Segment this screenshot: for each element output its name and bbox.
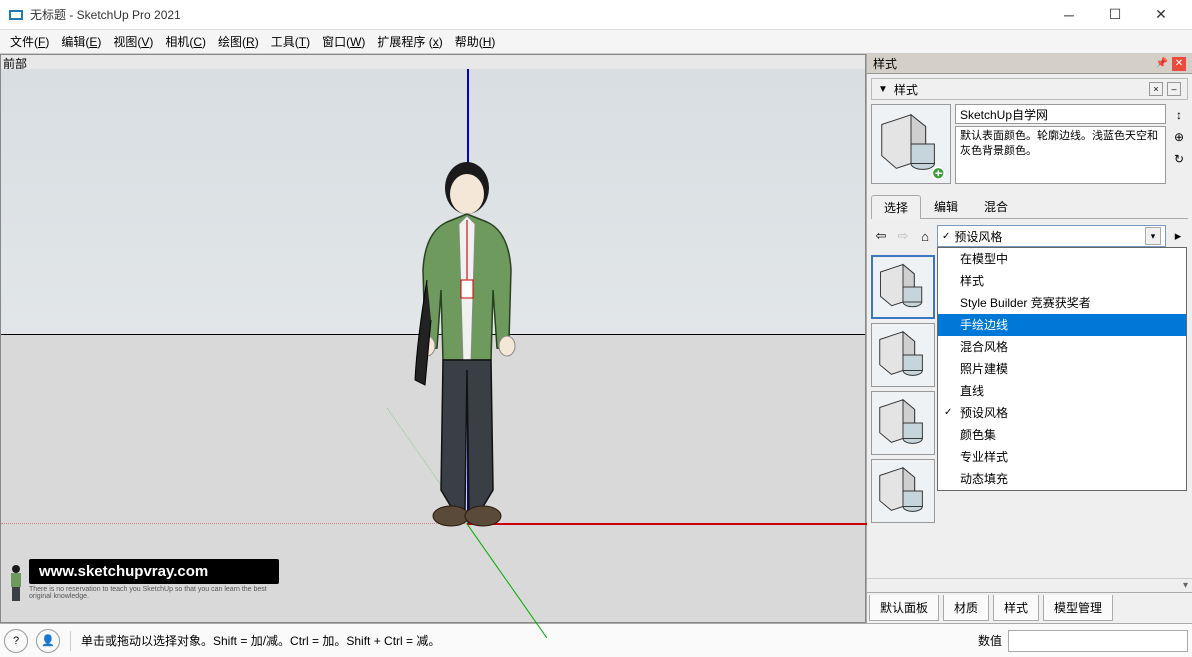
dropdown-item[interactable]: 手绘边线 xyxy=(938,314,1186,336)
value-input[interactable] xyxy=(1008,630,1188,652)
style-description[interactable]: 默认表面颜色。轮廓边线。浅蓝色天空和灰色背景颜色。 xyxy=(955,126,1166,184)
dropdown-item-label: 预设风格 xyxy=(960,406,1008,420)
panel-tabs: 选择 编辑 混合 xyxy=(871,194,1188,219)
chevron-down-icon[interactable]: ▾ xyxy=(1145,227,1161,245)
dropdown-item-label: 手绘边线 xyxy=(960,318,1008,332)
viewport[interactable]: 前部 www.sketchupvray.com xyxy=(0,54,866,623)
dropdown-item-label: 专业样式 xyxy=(960,450,1008,464)
style-thumbnail[interactable] xyxy=(871,255,935,319)
dropdown-item[interactable]: 动态填充 xyxy=(938,468,1186,490)
menubar: 文件(F) 编辑(E) 视图(V) 相机(C) 绘图(R) 工具(T) 窗口(W… xyxy=(0,30,1192,54)
main-area: 前部 www.sketchupvray.com xyxy=(0,54,1192,623)
dropdown-item-label: 样式 xyxy=(960,274,984,288)
maximize-button[interactable]: ☐ xyxy=(1092,0,1138,30)
tab-mix[interactable]: 混合 xyxy=(971,194,1021,218)
dropdown-item-label: 动态填充 xyxy=(960,472,1008,486)
refresh-style-icon[interactable]: ↻ xyxy=(1170,150,1188,168)
tray-tab-model[interactable]: 模型管理 xyxy=(1043,595,1113,621)
pin-icon[interactable]: 📌 xyxy=(1156,58,1168,69)
dropdown-item-label: Style Builder 竞赛获奖者 xyxy=(960,296,1091,310)
new-style-icon[interactable]: ⊕ xyxy=(1170,128,1188,146)
panel-section-title: 样式 xyxy=(894,81,918,98)
menu-file[interactable]: 文件(F) xyxy=(4,31,55,52)
style-thumbnail[interactable] xyxy=(871,323,935,387)
menu-view[interactable]: 视图(V) xyxy=(107,31,159,52)
menu-tools[interactable]: 工具(T) xyxy=(265,31,316,52)
dropdown-item-label: 混合风格 xyxy=(960,340,1008,354)
menu-extensions[interactable]: 扩展程序 (x) xyxy=(371,31,448,52)
menu-camera[interactable]: 相机(C) xyxy=(159,31,212,52)
scroll-down-icon[interactable]: ▾ xyxy=(1183,580,1188,591)
titlebar: 无标题 - SketchUp Pro 2021 ─ ☐ ✕ xyxy=(0,0,1192,30)
style-nav-row: ⇦ ⇨ ⌂ ✓ 预设风格 ▾ 在模型中样式Style Builder 竞赛获奖者… xyxy=(871,225,1188,247)
geo-icon[interactable]: 👤 xyxy=(36,629,60,653)
dropdown-item[interactable]: 直线 xyxy=(938,380,1186,402)
tray-tabs: 默认面板 材质 样式 模型管理 xyxy=(867,592,1192,623)
style-info: 默认表面颜色。轮廓边线。浅蓝色天空和灰色背景颜色。 ↕ ⊕ ↻ xyxy=(871,104,1188,184)
style-thumbnail[interactable] xyxy=(871,391,935,455)
menu-edit[interactable]: 编辑(E) xyxy=(55,31,107,52)
watermark-url: www.sketchupvray.com xyxy=(29,559,279,584)
dropdown-item-label: 颜色集 xyxy=(960,428,996,442)
details-button[interactable]: ▸ xyxy=(1168,226,1188,246)
dropdown-item[interactable]: 颜色集 xyxy=(938,424,1186,446)
style-library-dropdown[interactable]: ✓ 预设风格 ▾ 在模型中样式Style Builder 竞赛获奖者手绘边线混合… xyxy=(937,225,1166,247)
nav-forward-button[interactable]: ⇨ xyxy=(893,226,913,246)
dropdown-item[interactable]: 混合风格 xyxy=(938,336,1186,358)
nav-home-button[interactable]: ⌂ xyxy=(915,226,935,246)
style-thumbnail[interactable] xyxy=(871,459,935,523)
dropdown-item[interactable]: 样式 xyxy=(938,270,1186,292)
watermark-subtitle: There is no reservation to teach you Ske… xyxy=(29,586,279,600)
styles-panel: 样式 📌 ✕ ▼ 样式 × – xyxy=(866,54,1192,623)
update-style-icon[interactable]: ↕ xyxy=(1170,106,1188,124)
window-title: 无标题 - SketchUp Pro 2021 xyxy=(30,6,1046,23)
dropdown-item-label: 在模型中 xyxy=(960,252,1008,266)
thumb-svg xyxy=(872,105,950,183)
style-name-input[interactable] xyxy=(955,104,1166,124)
tray-tab-default[interactable]: 默认面板 xyxy=(869,595,939,621)
minimize-button[interactable]: ─ xyxy=(1046,0,1092,30)
tray-tab-styles[interactable]: 样式 xyxy=(993,595,1039,621)
check-icon: ✓ xyxy=(944,404,952,422)
nav-back-button[interactable]: ⇦ xyxy=(871,226,891,246)
dropdown-menu: 在模型中样式 Style Builder 竞赛获奖者手绘边线混合风格照片建模直线 ✓… xyxy=(937,247,1187,491)
section-expand-button[interactable]: – xyxy=(1167,82,1181,96)
dropdown-item[interactable]: 专业样式 xyxy=(938,446,1186,468)
close-button[interactable]: ✕ xyxy=(1138,0,1184,30)
menu-window[interactable]: 窗口(W) xyxy=(316,31,371,52)
panel-title-text: 样式 xyxy=(873,55,897,72)
tray-tab-materials[interactable]: 材质 xyxy=(943,595,989,621)
menu-help[interactable]: 帮助(H) xyxy=(449,31,502,52)
panel-titlebar: 样式 📌 ✕ xyxy=(867,54,1192,74)
dropdown-item[interactable]: ✓ 预设风格 xyxy=(938,402,1186,424)
watermark: www.sketchupvray.com There is no reserva… xyxy=(29,559,279,600)
current-style-thumbnail[interactable] xyxy=(871,104,951,184)
style-meta: 默认表面颜色。轮廓边线。浅蓝色天空和灰色背景颜色。 xyxy=(955,104,1166,184)
help-icon[interactable]: ? xyxy=(4,629,28,653)
value-label: 数值 xyxy=(972,632,1008,649)
menu-draw[interactable]: 绘图(R) xyxy=(212,31,265,52)
dropdown-selected-text: 预设风格 xyxy=(954,228,1145,245)
tab-edit[interactable]: 编辑 xyxy=(921,194,971,218)
check-icon: ✓ xyxy=(942,231,950,242)
status-hint: 单击或拖动以选择对象。Shift = 加/减。Ctrl = 加。Shift + … xyxy=(77,632,972,649)
panel-close-button[interactable]: ✕ xyxy=(1172,57,1186,71)
style-action-icons: ↕ ⊕ ↻ xyxy=(1170,104,1188,184)
collapse-arrow-icon: ▼ xyxy=(878,84,888,95)
dropdown-item-label: 直线 xyxy=(960,384,984,398)
window-controls: ─ ☐ ✕ xyxy=(1046,0,1184,30)
dropdown-item[interactable]: 在模型中 xyxy=(938,248,1186,270)
scale-figure xyxy=(397,160,537,530)
panel-bottom: ▾ 默认面板 材质 样式 模型管理 xyxy=(867,578,1192,623)
panel-section-header[interactable]: ▼ 样式 × – xyxy=(871,78,1188,100)
watermark-figure-icon xyxy=(5,564,27,604)
dropdown-item-label: 照片建模 xyxy=(960,362,1008,376)
dropdown-item[interactable]: Style Builder 竞赛获奖者 xyxy=(938,292,1186,314)
dropdown-item[interactable]: 照片建模 xyxy=(938,358,1186,380)
statusbar: ? 👤 单击或拖动以选择对象。Shift = 加/减。Ctrl = 加。Shif… xyxy=(0,623,1192,657)
tab-select[interactable]: 选择 xyxy=(871,195,921,219)
app-icon xyxy=(8,7,24,23)
section-close-button[interactable]: × xyxy=(1149,82,1163,96)
